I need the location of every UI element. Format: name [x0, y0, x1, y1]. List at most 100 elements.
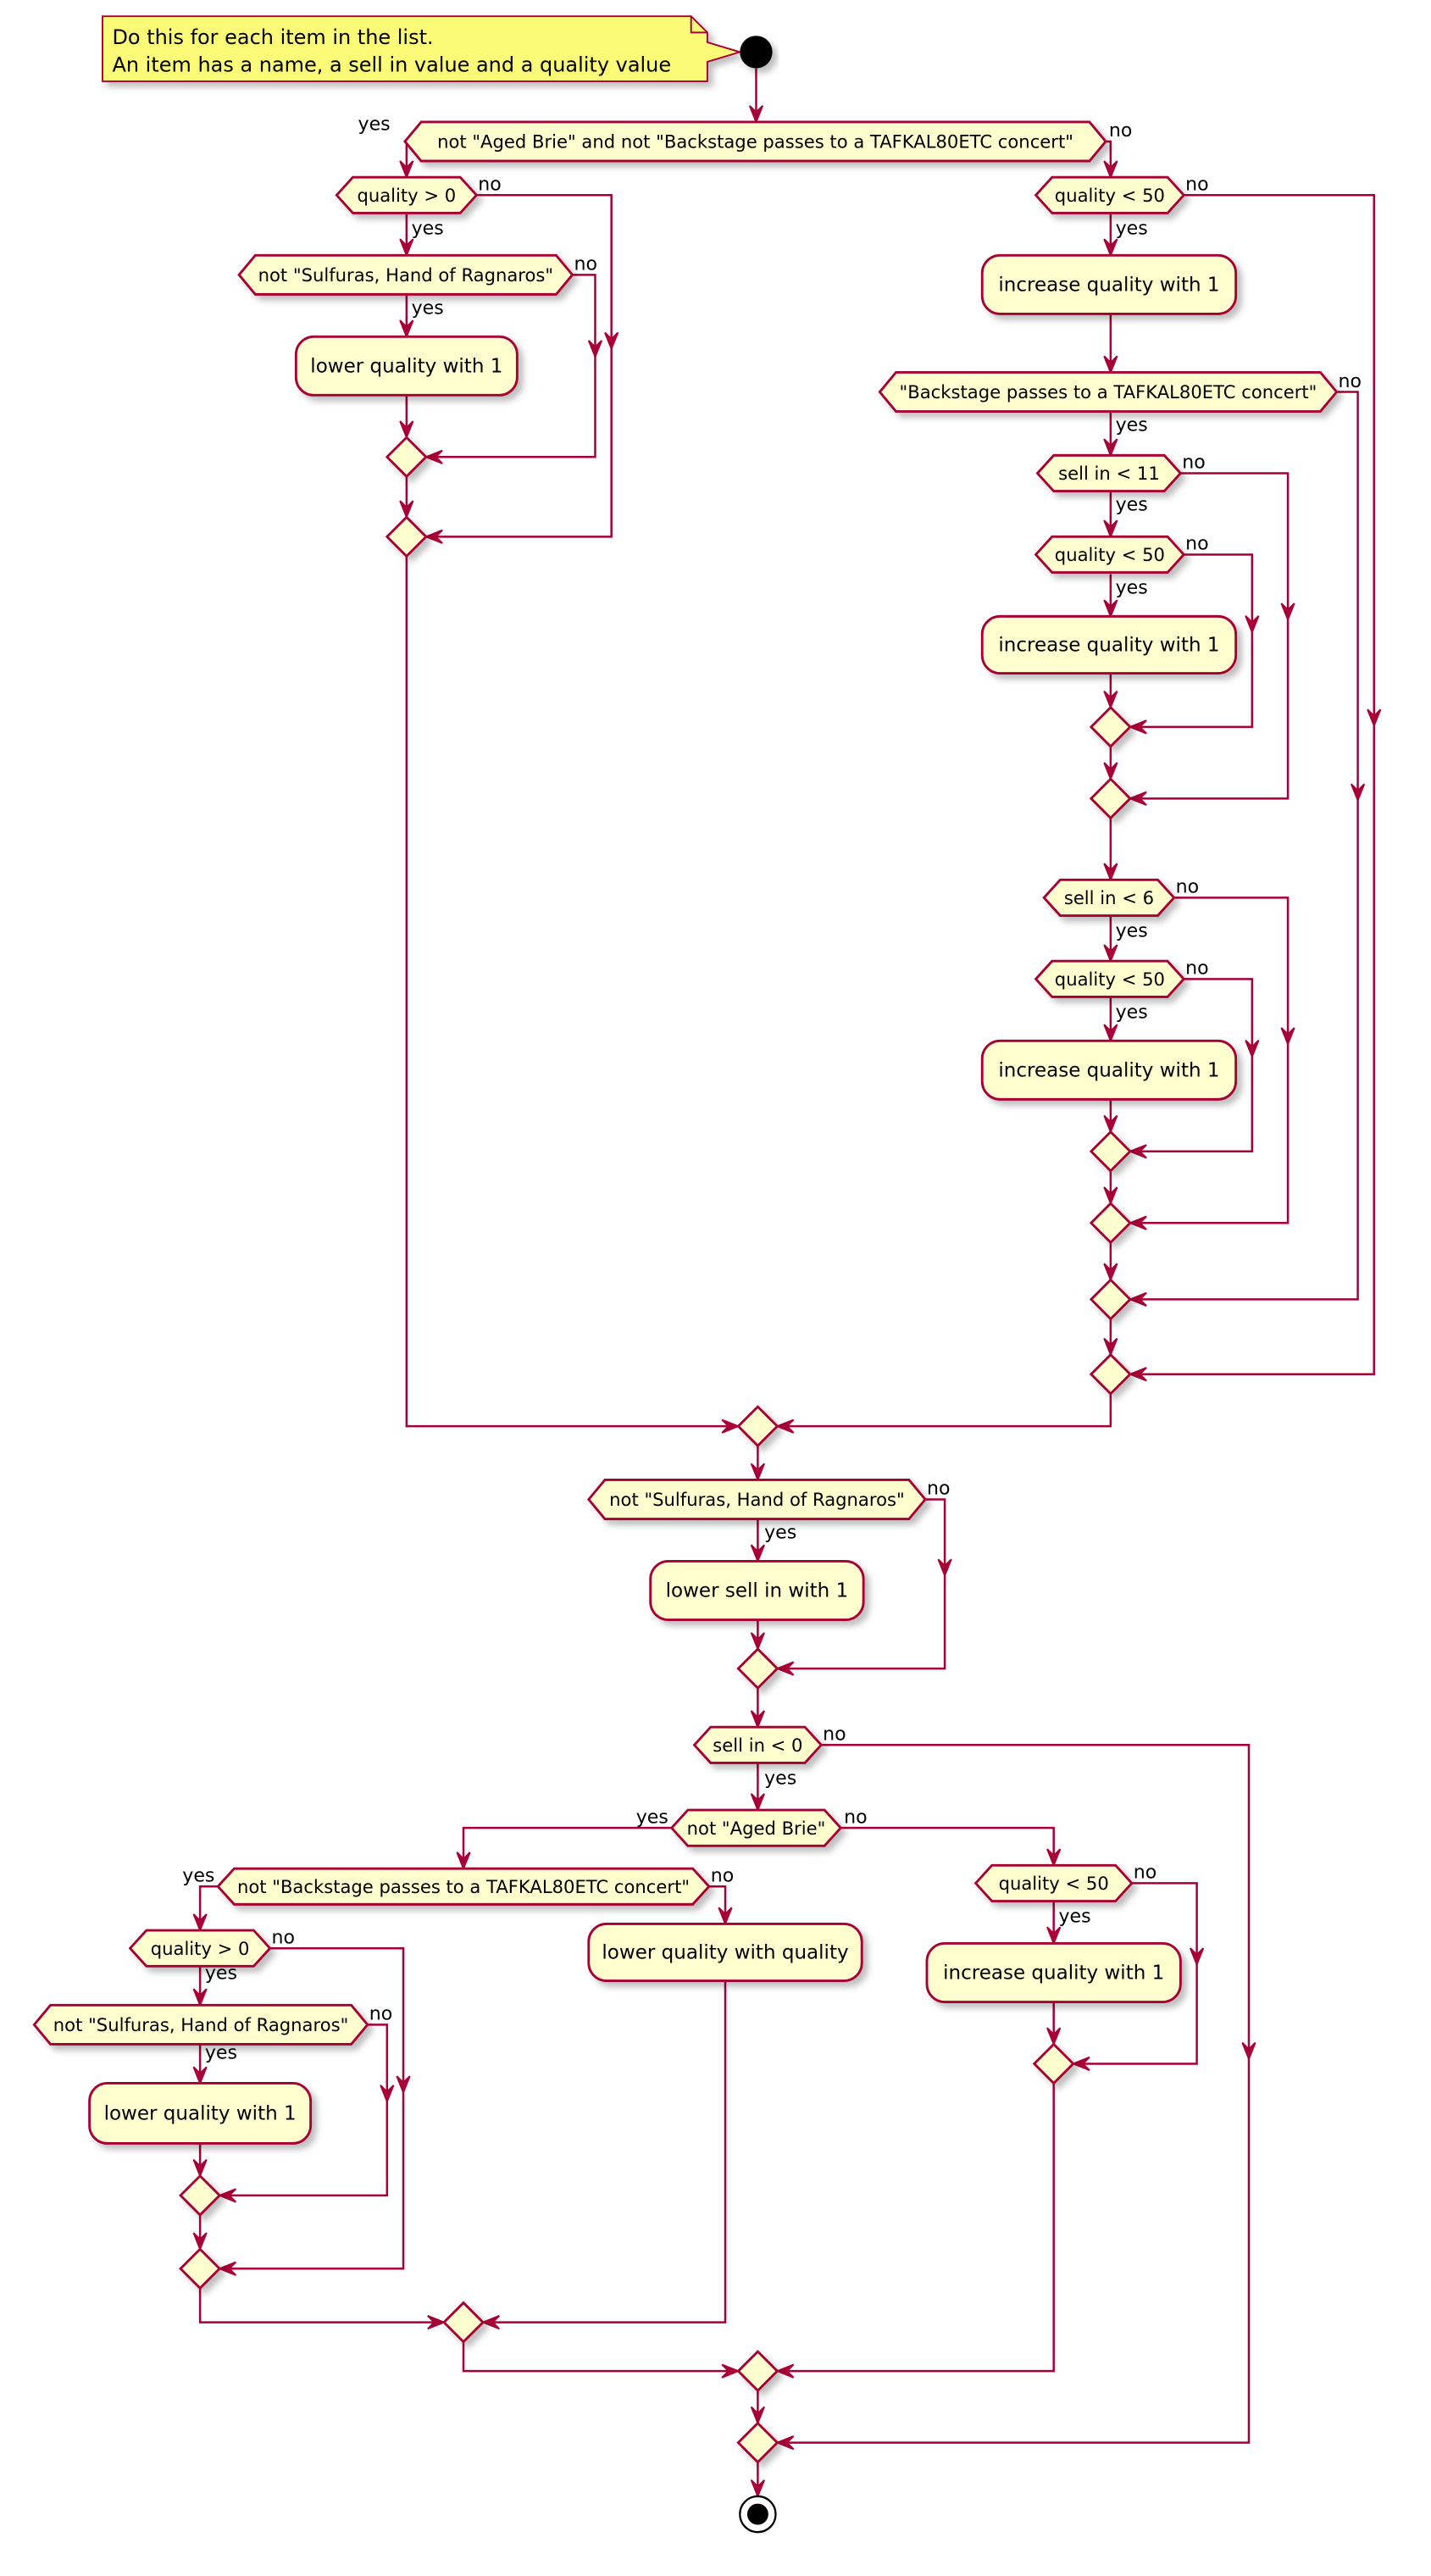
arrow-head [750, 2479, 765, 2499]
arrow-head [750, 1463, 765, 1483]
decision-node [32, 2003, 369, 2046]
flow-edge [1129, 978, 1254, 1153]
arrow-head [1046, 1926, 1062, 1946]
flow-edge [777, 1498, 946, 1670]
no-label: no [369, 2004, 392, 2025]
no-label: no [1339, 371, 1362, 392]
yes-label: yes [1116, 578, 1148, 599]
arrow-head [1245, 1040, 1260, 1059]
decision-label: quality > 0 [151, 1938, 250, 1959]
arrow-head [1103, 519, 1118, 539]
yes-label: yes [1058, 1906, 1090, 1927]
merge-node [1089, 1352, 1132, 1396]
arrow-head [750, 1632, 765, 1652]
arrow-head [1241, 2041, 1256, 2062]
decision-node [1035, 453, 1183, 493]
action-node [88, 2082, 313, 2145]
flow-edge [405, 556, 739, 1428]
decision-label: sell in < 6 [1064, 887, 1154, 908]
merge-node [1089, 705, 1132, 748]
decision-shape [1034, 959, 1186, 998]
arrow-head [1245, 615, 1260, 635]
decision-shape [216, 1867, 711, 1906]
arrow-head [774, 1661, 795, 1676]
nodes [32, 15, 1339, 2534]
note-fold [690, 16, 707, 34]
arrow-head [1071, 2056, 1090, 2072]
flow-edge [425, 194, 613, 538]
action-shape [587, 1922, 863, 1983]
decision-label: sell in < 11 [1058, 463, 1160, 484]
action-label: lower quality with 1 [310, 355, 502, 377]
no-label: no [1176, 877, 1199, 898]
decision-shape [1042, 878, 1176, 917]
action-label: increase quality with 1 [943, 1963, 1164, 1985]
no-label: no [1134, 1863, 1156, 1884]
arrow-head [480, 2315, 500, 2330]
action-shape [980, 614, 1238, 675]
merge-node [1089, 777, 1132, 820]
action-label: lower quality with quality [602, 1942, 848, 1964]
arrow-head [774, 2363, 795, 2379]
arrow-head [587, 340, 603, 359]
arrow-head [399, 238, 414, 258]
merge-node [736, 2421, 779, 2464]
arrow-head [1103, 762, 1118, 781]
arrow-head [1190, 1947, 1205, 1967]
action-label: increase quality with 1 [998, 275, 1219, 297]
decision-node [878, 371, 1339, 413]
merge-node [441, 2301, 485, 2344]
arrow-head [774, 2435, 795, 2451]
arrow-head [456, 1852, 471, 1871]
arrow-head [1103, 238, 1118, 258]
arrow-head [750, 1710, 765, 1729]
action-node [980, 1039, 1238, 1101]
arrow-head [937, 1558, 952, 1578]
yes-label: yes [1116, 415, 1148, 436]
merge-node [736, 1405, 779, 1448]
action-shape [925, 1941, 1182, 2003]
arrow-head [1103, 1024, 1118, 1043]
decision-node [403, 120, 1107, 163]
arrow-head [774, 1418, 795, 1434]
arrow-head [1103, 1186, 1118, 1206]
arrow-head [396, 2075, 411, 2095]
arrow-head [1046, 2027, 1062, 2047]
flow-edge [708, 1885, 727, 1924]
decision-node [237, 253, 574, 296]
arrow-head [427, 2315, 446, 2330]
flow-edge [198, 1885, 219, 1931]
decision-label: not "Aged Brie" [687, 1818, 826, 1839]
flow-edge [462, 1826, 672, 1869]
arrow-head [380, 2085, 395, 2104]
arrow-head [1128, 791, 1147, 806]
action-label: lower quality with 1 [104, 2103, 297, 2125]
decision-shape [237, 253, 574, 296]
flow-edge [1129, 391, 1359, 1301]
flow-edge [219, 2024, 389, 2197]
decision-label: not "Sulfuras, Hand of Ragnaros" [609, 1489, 905, 1510]
merge-node [385, 436, 428, 479]
action-shape [88, 2082, 313, 2145]
arrow-head [1128, 1367, 1147, 1382]
merge-node [736, 2350, 779, 2393]
decision-shape [669, 1808, 843, 1847]
flow-edge [777, 2083, 1055, 2373]
flow-edge [1073, 1882, 1198, 2065]
yes-label: yes [764, 1768, 796, 1789]
yes-label: yes [764, 1523, 796, 1544]
decision-shape [1035, 453, 1183, 493]
decision-node [1034, 959, 1186, 998]
no-label: no [711, 1866, 734, 1887]
decision-shape [32, 2003, 369, 2046]
decision-node [216, 1867, 711, 1906]
decision-node [973, 1863, 1134, 1902]
decision-label: quality < 50 [1055, 544, 1165, 565]
arrow-head [721, 1418, 740, 1434]
flow-edge [777, 1744, 1251, 2444]
flow-edge [462, 2341, 739, 2373]
arrow-head [1128, 1215, 1147, 1230]
arrow-head [399, 319, 414, 339]
flow-edge [1129, 553, 1254, 729]
